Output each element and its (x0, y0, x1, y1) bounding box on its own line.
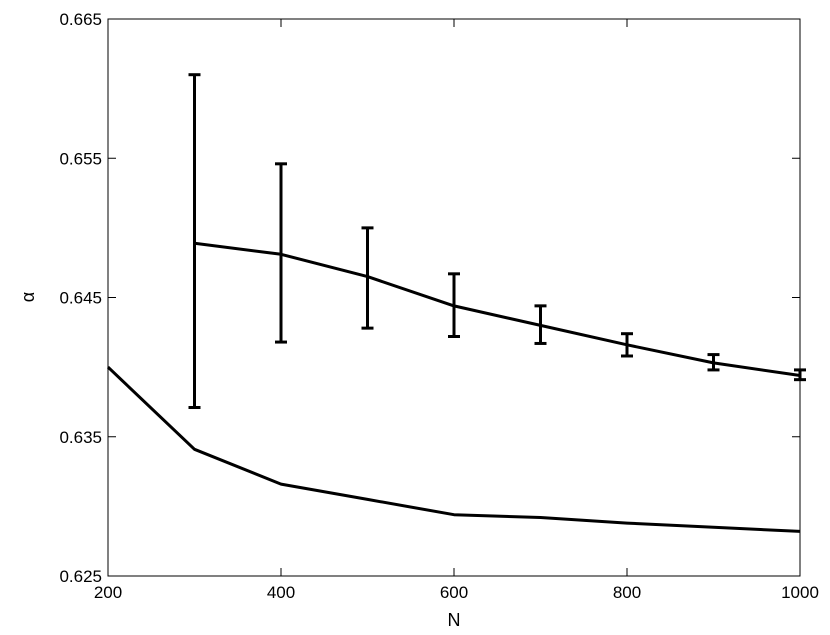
x-tick-label: 200 (94, 583, 122, 602)
tick-marks (107, 18, 801, 577)
y-tick-label: 0.625 (59, 567, 102, 586)
series-line-2 (106, 366, 801, 533)
error-bar (707, 353, 720, 372)
error-bar (621, 332, 633, 358)
error-bar (361, 226, 374, 330)
error-bar (534, 304, 547, 345)
tick-labels: 200 400 600 800 1000 0.625 0.635 0.645 0.655 0.66… (59, 10, 818, 602)
x-tick-label: 400 (267, 583, 295, 602)
error-bar (188, 73, 201, 410)
x-axis-label: N (448, 610, 461, 630)
x-tick-label: 800 (613, 583, 641, 602)
error-bar (448, 272, 460, 338)
x-tick-label: 600 (440, 583, 468, 602)
y-tick-label: 0.665 (59, 10, 102, 29)
series-line-1 (194, 241, 801, 377)
series-group (106, 73, 806, 533)
y-tick-label: 0.645 (59, 289, 102, 308)
error-bar (275, 162, 287, 344)
y-tick-label: 0.655 (59, 149, 102, 168)
x-tick-label: 1000 (781, 583, 819, 602)
y-tick-label: 0.635 (59, 428, 102, 447)
error-bar (794, 368, 806, 382)
y-axis-label: α (18, 292, 38, 302)
